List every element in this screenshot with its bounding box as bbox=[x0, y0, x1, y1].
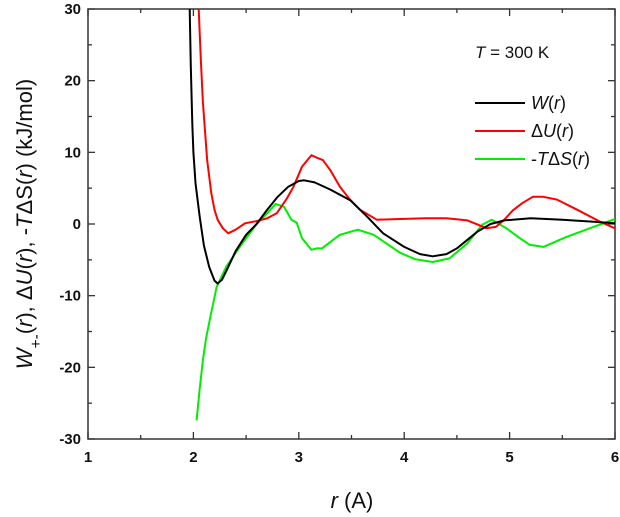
label-part: W bbox=[531, 93, 550, 113]
y-tick-label: -30 bbox=[59, 431, 81, 448]
label-part: ( bbox=[548, 93, 554, 113]
label-part: T bbox=[475, 43, 487, 62]
label-part: - bbox=[531, 149, 537, 169]
x-tick-label: 4 bbox=[400, 449, 409, 466]
label-part: r bbox=[12, 169, 37, 178]
x-tick-label: 3 bbox=[295, 449, 303, 466]
label-part: r bbox=[578, 149, 585, 169]
x-tick-label: 2 bbox=[189, 449, 197, 466]
label-part: ( bbox=[556, 121, 562, 141]
label-part: W bbox=[12, 346, 37, 369]
label-part: ), Δ bbox=[12, 285, 37, 320]
label-part: r bbox=[331, 488, 340, 513]
label-part: ) (kJ/mol) bbox=[12, 79, 37, 171]
legend: W(r)ΔU(r)-TΔS(r) bbox=[475, 93, 590, 169]
series-line-w bbox=[188, 9, 615, 285]
label-part: r bbox=[12, 253, 37, 262]
label-part: Δ bbox=[548, 149, 560, 169]
label-part: S bbox=[560, 149, 572, 169]
label-part: ( bbox=[572, 149, 578, 169]
label-part: ) bbox=[584, 149, 590, 169]
y-tick-label: -20 bbox=[59, 359, 81, 376]
legend-label: W(r) bbox=[531, 93, 566, 113]
x-tick-label: 6 bbox=[611, 449, 619, 466]
x-tick-label: 5 bbox=[505, 449, 513, 466]
y-tick-label: 20 bbox=[64, 73, 81, 90]
label-part: Δ bbox=[531, 121, 543, 141]
series-line-minus-t-delta-s bbox=[195, 202, 615, 421]
plot-frame bbox=[87, 8, 616, 440]
y-tick-label: -10 bbox=[59, 288, 81, 305]
label-part: ) bbox=[568, 121, 574, 141]
x-tick-label: 1 bbox=[84, 449, 92, 466]
label-part: U bbox=[12, 269, 37, 285]
label-part: +- bbox=[28, 334, 45, 348]
label-part: ( bbox=[12, 262, 37, 270]
label-part: T bbox=[12, 213, 37, 228]
series-line-delta-u bbox=[197, 9, 615, 235]
y-axis-label: W+-(r), ΔU(r), -TΔS(r) (kJ/mol) bbox=[12, 79, 45, 369]
label-part: U bbox=[543, 121, 557, 141]
temperature-annotation: T = 300 K bbox=[475, 43, 550, 62]
label-part: (A) bbox=[338, 488, 373, 513]
axes: 1 2 3 4 5 6 -30 -20 -10 0 10 20 30 bbox=[59, 1, 619, 466]
label-part: ), - bbox=[12, 228, 37, 255]
y-tick-label: 30 bbox=[64, 1, 81, 18]
label-part: r bbox=[12, 318, 37, 327]
legend-label: ΔU(r) bbox=[531, 121, 574, 141]
y-tick-label: 10 bbox=[64, 144, 81, 161]
label-part: r bbox=[554, 93, 561, 113]
label-part: T bbox=[537, 149, 550, 169]
label-part: ΔS( bbox=[12, 177, 37, 214]
legend-label: -TΔS(r) bbox=[531, 149, 590, 169]
x-axis-label: r (A) bbox=[331, 488, 374, 513]
series-lines bbox=[188, 9, 615, 421]
y-tick-label: 0 bbox=[73, 216, 81, 233]
label-part: = 300 K bbox=[485, 43, 549, 62]
label-part: ( bbox=[12, 326, 37, 334]
label-part: r bbox=[562, 121, 569, 141]
label-part: ) bbox=[560, 93, 566, 113]
